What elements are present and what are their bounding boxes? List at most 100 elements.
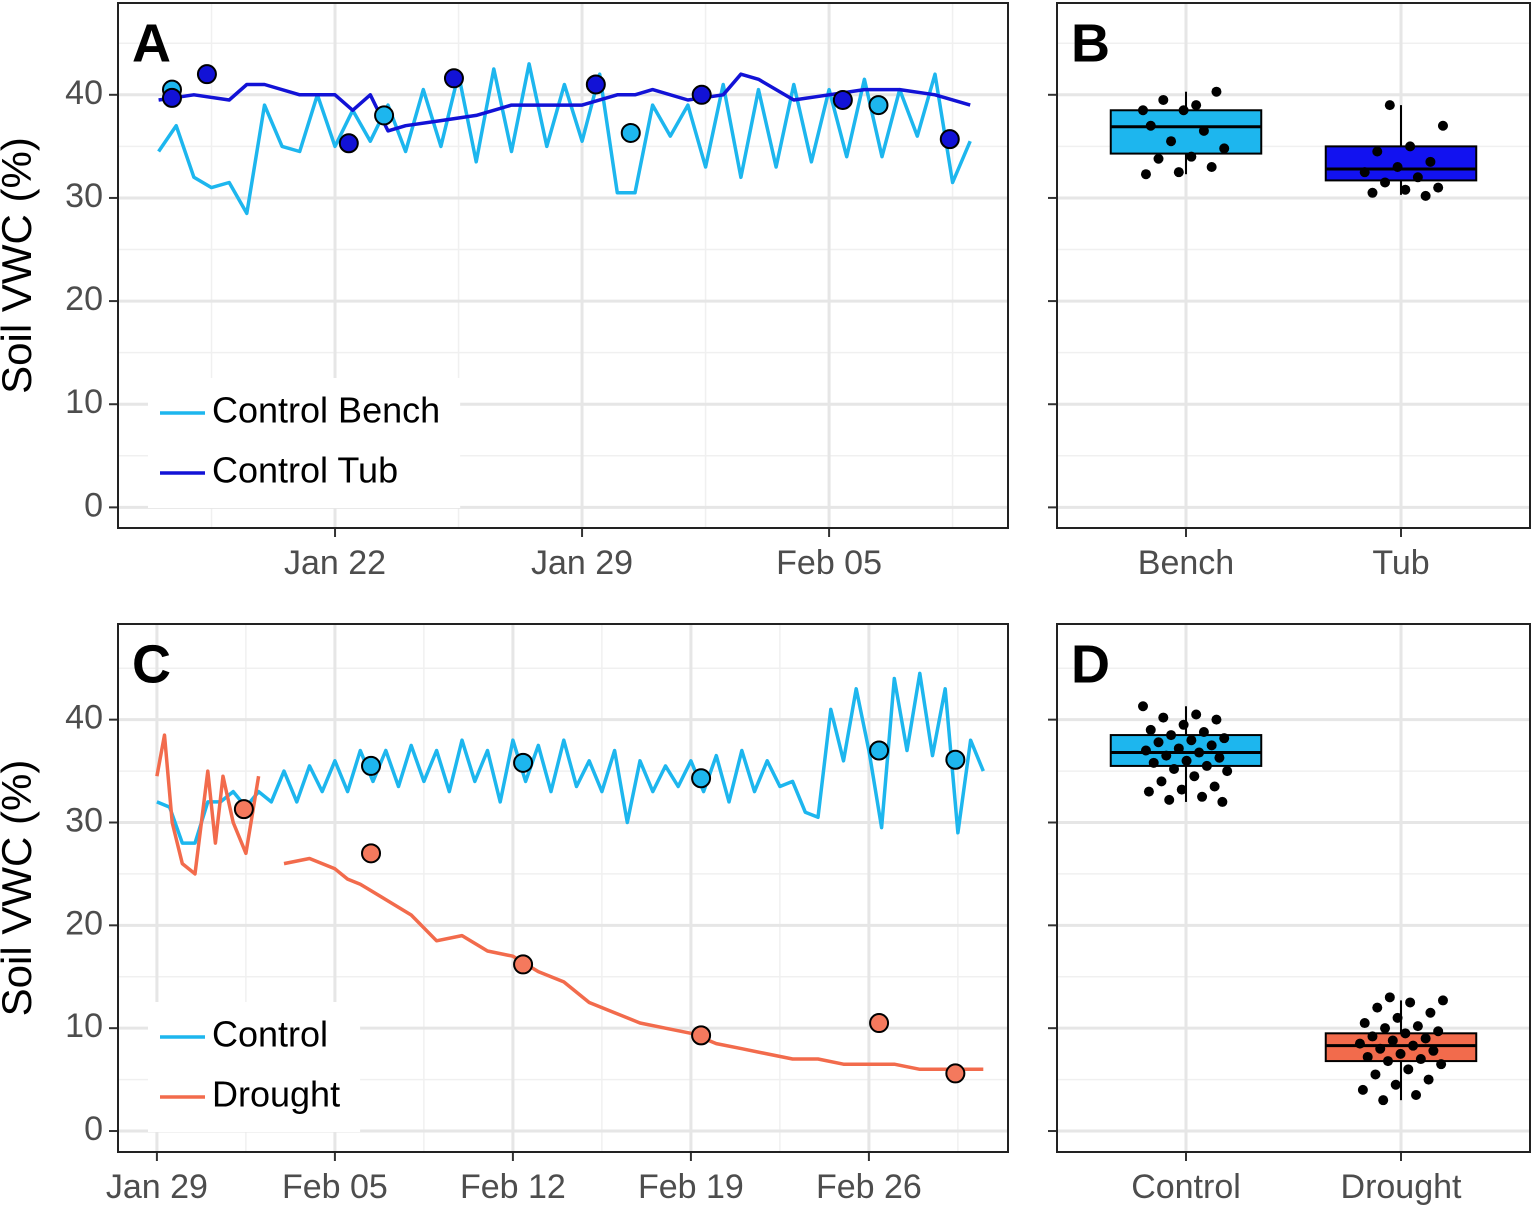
jitter-point <box>1428 1045 1439 1056</box>
jitter-point <box>1382 1056 1393 1067</box>
y-tick-label: 10 <box>65 1007 103 1045</box>
measurement-point <box>691 1025 712 1046</box>
jitter-point <box>1354 1038 1365 1049</box>
measurement-point <box>513 752 534 773</box>
jitter-point <box>1425 1007 1436 1018</box>
jitter-point <box>1362 1051 1373 1062</box>
jitter-point <box>1392 1012 1403 1023</box>
measurement-point <box>374 105 395 126</box>
panel-label: D <box>1071 634 1110 694</box>
jitter-point <box>1178 719 1189 730</box>
jitter-point <box>1411 1090 1422 1101</box>
jitter-point <box>1161 750 1172 761</box>
plot-area <box>1109 701 1478 1106</box>
jitter-point <box>1420 190 1431 201</box>
measurement-point <box>832 89 853 110</box>
panel: Bench Tub B <box>1048 2 1531 582</box>
x-tick-label: Jan 29 <box>531 544 633 582</box>
jitter-point <box>1405 997 1416 1008</box>
legend-label: Control <box>212 1014 328 1055</box>
jitter-point <box>1209 781 1220 792</box>
legend-background <box>148 1002 361 1132</box>
jitter-point <box>1390 1079 1401 1090</box>
jitter-point <box>1153 737 1164 748</box>
jitter-point <box>1153 153 1164 164</box>
y-tick-label: 30 <box>65 177 103 215</box>
jitter-point <box>1138 701 1148 712</box>
x-tick-label: Jan 22 <box>284 544 386 582</box>
y-tick-label: 0 <box>84 1110 103 1148</box>
jitter-point <box>1219 143 1230 154</box>
y-tick-label: 20 <box>65 280 103 318</box>
jitter-point <box>1403 1064 1414 1075</box>
jitter-point <box>1186 151 1197 162</box>
x-tick-label: Feb 05 <box>776 544 882 582</box>
y-tick-label: 40 <box>65 74 103 112</box>
legend-label: Drought <box>212 1074 340 1115</box>
jitter-point <box>1357 1084 1368 1095</box>
jitter-point <box>1359 167 1370 178</box>
measurement-point <box>196 64 217 85</box>
y-tick-label: 30 <box>65 801 103 839</box>
plot-area <box>155 671 985 1084</box>
jitter-point <box>1433 182 1444 193</box>
y-axis-label: Soil VWC (%) <box>0 760 40 1017</box>
jitter-point <box>1176 784 1187 795</box>
jitter-point <box>1138 105 1148 116</box>
jitter-point <box>1140 169 1151 180</box>
jitter-point <box>1420 1033 1431 1044</box>
x-tick-label: Bench <box>1138 544 1234 582</box>
jitter-point <box>1166 136 1177 147</box>
x-tick-label: Feb 12 <box>460 1168 566 1206</box>
legend-background <box>148 378 461 508</box>
measurement-point <box>869 740 890 761</box>
panel: Control Drought D <box>1048 623 1531 1206</box>
measurement-point <box>233 799 254 820</box>
jitter-point <box>1211 714 1222 725</box>
jitter-point <box>1395 1048 1406 1059</box>
jitter-point <box>1206 161 1217 172</box>
jitter-point <box>1400 1028 1411 1039</box>
jitter-point <box>1169 764 1180 775</box>
series-line <box>155 733 984 1072</box>
jitter-point <box>1173 167 1184 178</box>
jitter-point <box>1217 796 1228 807</box>
jitter-point <box>1370 1069 1381 1080</box>
y-tick-label: 0 <box>84 486 103 524</box>
x-tick-label: Control <box>1131 1168 1241 1206</box>
jitter-point <box>1372 146 1383 157</box>
jitter-point <box>1191 100 1202 111</box>
series-line <box>158 72 971 133</box>
jitter-point <box>1359 1018 1370 1029</box>
y-tick-label: 40 <box>65 699 103 737</box>
measurement-point <box>869 1013 890 1034</box>
measurement-point <box>945 1063 966 1084</box>
x-tick-label: Feb 05 <box>282 1168 388 1206</box>
measurement-point <box>161 87 182 108</box>
series-line <box>156 671 985 845</box>
jitter-point <box>1181 755 1192 766</box>
jitter-point <box>1378 1095 1389 1106</box>
jitter-point <box>1380 177 1391 188</box>
measurement-point <box>361 843 382 864</box>
jitter-point <box>1201 760 1212 771</box>
jitter-point <box>1156 776 1167 787</box>
jitter-point <box>1158 712 1169 723</box>
jitter-point <box>1367 187 1378 198</box>
jitter-point <box>1423 1074 1434 1085</box>
jitter-point <box>1372 1002 1383 1013</box>
panel-label: A <box>132 13 171 73</box>
plot-area <box>157 62 972 216</box>
legend-label: Control Tub <box>212 450 398 491</box>
jitter-point <box>1145 724 1156 735</box>
legend-label: Control Bench <box>212 390 440 431</box>
jitter-point <box>1214 752 1225 763</box>
jitter-point <box>1384 992 1395 1003</box>
jitter-point <box>1198 125 1209 136</box>
legend: Control Bench Control Tub <box>148 378 461 508</box>
jitter-point <box>1412 172 1423 183</box>
jitter-point <box>1148 757 1159 768</box>
jitter-point <box>1408 1040 1419 1051</box>
measurement-point <box>361 755 382 776</box>
